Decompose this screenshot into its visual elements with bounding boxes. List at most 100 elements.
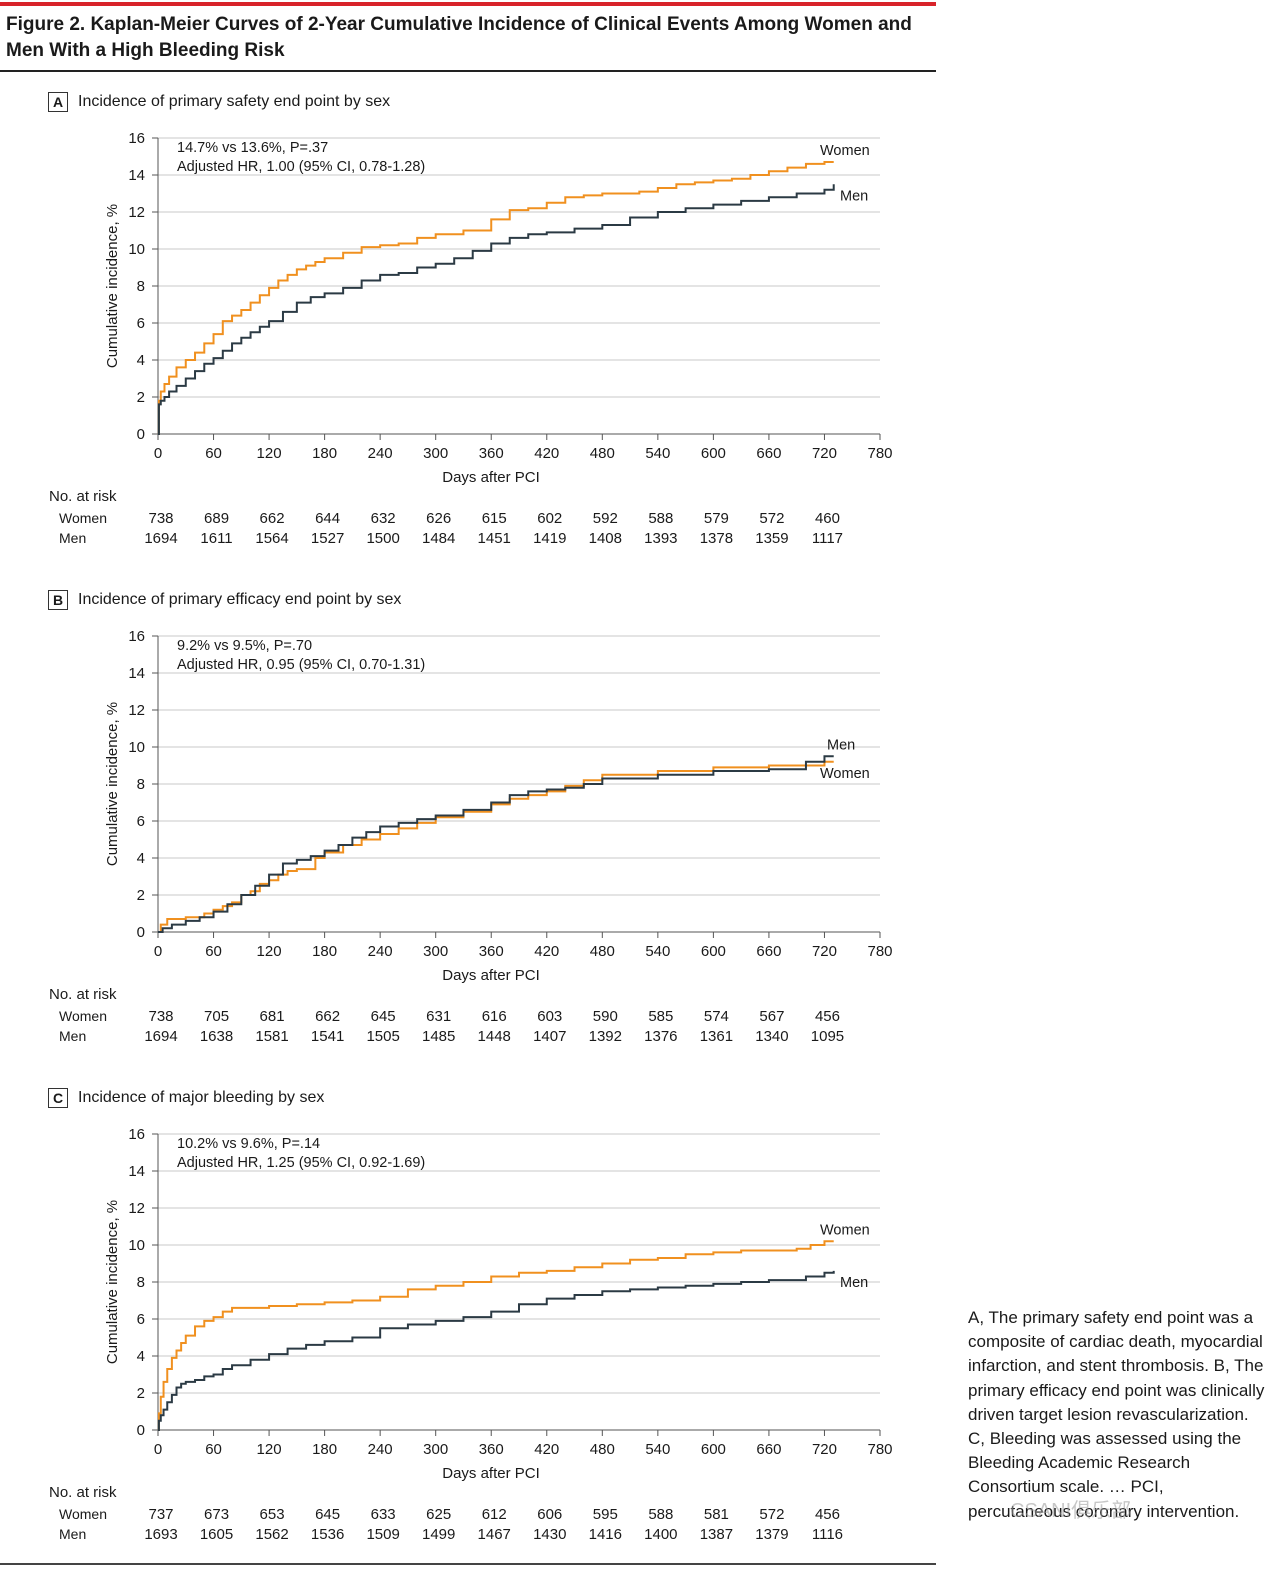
risk-count: 1605 bbox=[199, 1526, 234, 1543]
km-curve-men bbox=[157, 184, 835, 435]
risk-count: 1419 bbox=[533, 530, 567, 547]
y-tick-label: 16 bbox=[128, 130, 145, 147]
panel-title: Incidence of major bleeding by sex bbox=[78, 1089, 325, 1106]
risk-table-title: No. at risk bbox=[49, 488, 117, 505]
risk-count: 1361 bbox=[699, 1028, 734, 1045]
x-tick-label: 540 bbox=[645, 1441, 670, 1458]
x-tick-label: 120 bbox=[257, 943, 282, 960]
risk-row-label: Women bbox=[59, 1008, 107, 1024]
watermark: CSANI俱乐部 bbox=[1010, 1500, 1132, 1522]
x-tick-label: 480 bbox=[590, 1441, 615, 1458]
risk-count: 1581 bbox=[255, 1028, 289, 1045]
risk-count: 581 bbox=[703, 1506, 729, 1523]
risk-row-label: Women bbox=[59, 510, 107, 526]
title-rule bbox=[0, 70, 936, 72]
risk-count: 1378 bbox=[699, 530, 734, 547]
y-tick-label: 4 bbox=[137, 850, 145, 867]
y-tick-label: 6 bbox=[137, 813, 145, 830]
x-tick-label: 0 bbox=[154, 1441, 162, 1458]
risk-count: 1485 bbox=[422, 1028, 456, 1045]
risk-count: 1541 bbox=[310, 1028, 345, 1045]
x-tick-label: 780 bbox=[867, 445, 892, 462]
risk-row-label: Men bbox=[59, 530, 87, 546]
x-axis-label: Days after PCI bbox=[442, 967, 540, 984]
x-tick-label: 240 bbox=[368, 1441, 393, 1458]
risk-count: 579 bbox=[703, 510, 729, 527]
risk-count: 606 bbox=[537, 1506, 563, 1523]
risk-count: 1393 bbox=[644, 530, 678, 547]
panel-a: A Incidence of primary safety end point … bbox=[0, 90, 936, 580]
risk-count: 616 bbox=[481, 1008, 507, 1025]
km-curve-women bbox=[157, 1240, 834, 1431]
x-tick-label: 540 bbox=[645, 445, 670, 462]
risk-table-title: No. at risk bbox=[49, 986, 117, 1003]
x-tick-label: 0 bbox=[154, 445, 162, 462]
risk-count: 1376 bbox=[644, 1028, 678, 1045]
y-tick-label: 10 bbox=[128, 241, 145, 258]
risk-count: 738 bbox=[148, 510, 174, 527]
risk-count: 588 bbox=[648, 1506, 674, 1523]
risk-count: 585 bbox=[648, 1008, 674, 1025]
y-tick-label: 0 bbox=[137, 1422, 145, 1439]
stats-annotation-line2: Adjusted HR, 1.25 (95% CI, 0.92-1.69) bbox=[177, 1155, 425, 1171]
risk-count: 626 bbox=[426, 510, 452, 527]
x-tick-label: 120 bbox=[257, 1441, 282, 1458]
figure-caption: A, The primary safety end point was a co… bbox=[968, 1308, 1265, 1521]
risk-count: 567 bbox=[759, 1008, 785, 1025]
x-tick-label: 480 bbox=[590, 943, 615, 960]
risk-count: 681 bbox=[259, 1008, 285, 1025]
risk-count: 738 bbox=[148, 1008, 174, 1025]
risk-count: 1448 bbox=[477, 1028, 511, 1045]
risk-row-label: Women bbox=[59, 1506, 107, 1522]
risk-count: 1359 bbox=[755, 530, 789, 547]
risk-count: 588 bbox=[648, 510, 674, 527]
risk-count: 1340 bbox=[755, 1028, 789, 1045]
x-tick-label: 420 bbox=[534, 943, 559, 960]
risk-count: 1638 bbox=[199, 1028, 234, 1045]
risk-row-label: Men bbox=[59, 1028, 87, 1044]
series-label-women: Women bbox=[820, 143, 870, 159]
risk-count: 1611 bbox=[200, 530, 233, 547]
y-tick-label: 6 bbox=[137, 315, 145, 332]
risk-count: 632 bbox=[370, 510, 396, 527]
risk-count: 1095 bbox=[810, 1028, 845, 1045]
x-tick-label: 540 bbox=[645, 943, 670, 960]
x-tick-label: 300 bbox=[423, 445, 448, 462]
x-tick-label: 360 bbox=[479, 445, 504, 462]
risk-count: 1694 bbox=[144, 530, 178, 547]
risk-count: 602 bbox=[537, 510, 563, 527]
risk-count: 1562 bbox=[255, 1526, 289, 1543]
x-tick-label: 480 bbox=[590, 445, 615, 462]
y-tick-label: 8 bbox=[137, 1274, 145, 1291]
x-axis-label: Days after PCI bbox=[442, 469, 540, 486]
risk-count: 1527 bbox=[310, 530, 345, 547]
risk-count: 574 bbox=[703, 1008, 729, 1025]
risk-count: 1379 bbox=[755, 1526, 789, 1543]
km-curve-women bbox=[157, 161, 834, 435]
y-tick-label: 0 bbox=[137, 924, 145, 941]
x-tick-label: 360 bbox=[479, 943, 504, 960]
y-tick-label: 4 bbox=[137, 1348, 145, 1365]
x-tick-label: 720 bbox=[812, 943, 837, 960]
risk-count: 1467 bbox=[477, 1526, 511, 1543]
stats-annotation-line1: 9.2% vs 9.5%, P=.70 bbox=[177, 638, 312, 654]
risk-count: 1387 bbox=[699, 1526, 734, 1543]
risk-count: 645 bbox=[315, 1506, 341, 1523]
risk-count: 1400 bbox=[644, 1526, 678, 1543]
risk-count: 1509 bbox=[366, 1526, 400, 1543]
stats-annotation-line2: Adjusted HR, 0.95 (95% CI, 0.70-1.31) bbox=[177, 657, 425, 673]
y-tick-label: 6 bbox=[137, 1311, 145, 1328]
y-axis-label: Cumulative incidence, % bbox=[104, 204, 121, 368]
x-tick-label: 300 bbox=[423, 943, 448, 960]
risk-count: 673 bbox=[204, 1506, 230, 1523]
x-tick-label: 720 bbox=[812, 1441, 837, 1458]
risk-row-label: Men bbox=[59, 1526, 87, 1542]
risk-count: 595 bbox=[592, 1506, 618, 1523]
x-tick-label: 180 bbox=[312, 445, 337, 462]
risk-table-title: No. at risk bbox=[49, 1484, 117, 1501]
x-tick-label: 60 bbox=[205, 445, 222, 462]
series-label-men: Men bbox=[840, 1275, 868, 1291]
panel-a-header: A Incidence of primary safety end point … bbox=[48, 90, 390, 114]
risk-count: 572 bbox=[759, 510, 785, 527]
